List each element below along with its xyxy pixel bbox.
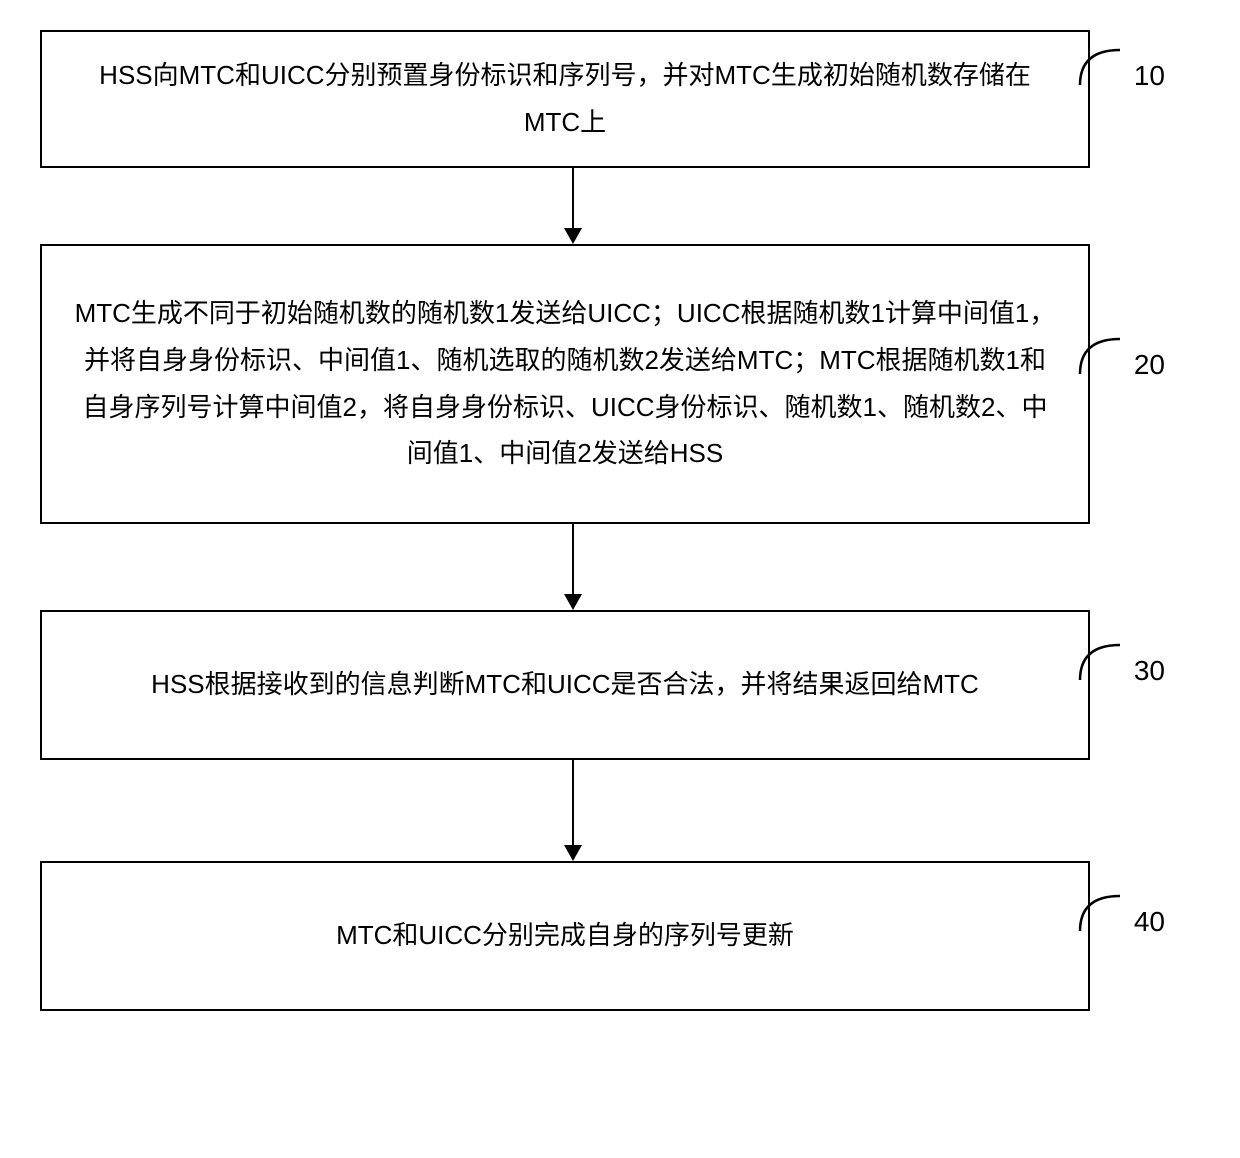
step-container: HSS向MTC和UICC分别预置身份标识和序列号，并对MTC生成初始随机数存储在…: [40, 30, 1200, 168]
arrow-head-icon: [564, 845, 582, 861]
step-text: HSS根据接收到的信息判断MTC和UICC是否合法，并将结果返回给MTC: [151, 661, 979, 708]
step-box-10: HSS向MTC和UICC分别预置身份标识和序列号，并对MTC生成初始随机数存储在…: [40, 30, 1090, 168]
step-container: MTC和UICC分别完成自身的序列号更新 40: [40, 861, 1200, 1011]
step-text: HSS向MTC和UICC分别预置身份标识和序列号，并对MTC生成初始随机数存储在…: [72, 52, 1058, 146]
flowchart-container: HSS向MTC和UICC分别预置身份标识和序列号，并对MTC生成初始随机数存储在…: [40, 30, 1200, 1011]
label-curve-icon: [1075, 329, 1125, 379]
step-container: HSS根据接收到的信息判断MTC和UICC是否合法，并将结果返回给MTC 30: [40, 610, 1200, 760]
step-text: MTC和UICC分别完成自身的序列号更新: [336, 912, 794, 959]
step-label: 40: [1134, 906, 1165, 938]
arrow-head-icon: [564, 228, 582, 244]
step-label: 10: [1134, 60, 1165, 92]
label-curve-icon: [1075, 635, 1125, 685]
arrow: [564, 168, 582, 244]
step-box-40: MTC和UICC分别完成自身的序列号更新: [40, 861, 1090, 1011]
arrow: [564, 524, 582, 610]
step-box-30: HSS根据接收到的信息判断MTC和UICC是否合法，并将结果返回给MTC: [40, 610, 1090, 760]
arrow: [564, 760, 582, 861]
step-text: MTC生成不同于初始随机数的随机数1发送给UICC；UICC根据随机数1计算中间…: [72, 290, 1058, 477]
arrow-head-icon: [564, 594, 582, 610]
label-curve-icon: [1075, 40, 1125, 90]
step-label: 30: [1134, 655, 1165, 687]
step-label: 20: [1134, 349, 1165, 381]
arrow-line: [572, 168, 574, 228]
arrow-line: [572, 760, 574, 845]
label-curve-icon: [1075, 886, 1125, 936]
step-container: MTC生成不同于初始随机数的随机数1发送给UICC；UICC根据随机数1计算中间…: [40, 244, 1200, 524]
arrow-line: [572, 524, 574, 594]
step-box-20: MTC生成不同于初始随机数的随机数1发送给UICC；UICC根据随机数1计算中间…: [40, 244, 1090, 524]
